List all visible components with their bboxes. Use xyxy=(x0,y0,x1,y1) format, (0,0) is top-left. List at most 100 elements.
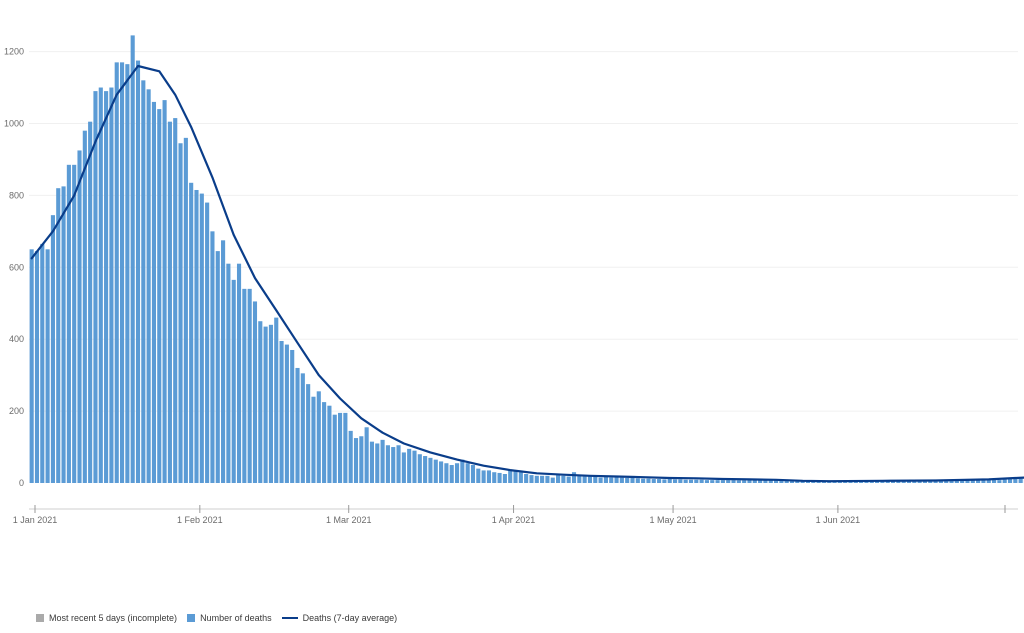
bar-day-27 xyxy=(173,118,178,483)
bar-day-23 xyxy=(151,101,157,484)
legend-item-7-day-average[interactable]: Deaths (7-day average) xyxy=(281,613,397,623)
bar-day-132 xyxy=(731,480,736,483)
bar-day-28 xyxy=(178,143,183,483)
bar-day-166 xyxy=(912,480,917,483)
bar-day-17 xyxy=(119,62,125,483)
bar-day-115 xyxy=(641,478,646,483)
legend-item-number-of-deaths[interactable]: Number of deaths xyxy=(187,613,272,623)
bar-day-75 xyxy=(428,457,433,483)
bar-day-4 xyxy=(50,215,55,483)
bar-day-130 xyxy=(720,480,725,483)
bar-day-163 xyxy=(896,480,901,483)
bar-day-78 xyxy=(444,463,449,483)
bar-day-37 xyxy=(226,263,231,483)
bar-day-91 xyxy=(513,470,518,483)
bar-day-49 xyxy=(290,349,295,483)
bar-day-73 xyxy=(417,454,422,483)
bar-day-181 xyxy=(992,479,997,483)
bar-day-96 xyxy=(540,475,545,483)
bar-day-19 xyxy=(130,35,135,484)
bar-day-114 xyxy=(635,478,640,483)
bar-day-22 xyxy=(146,89,151,484)
bar-day-2 xyxy=(40,243,45,483)
bar-day-66 xyxy=(380,439,385,483)
bar-day-48 xyxy=(284,344,289,483)
bar-day-51 xyxy=(300,373,305,483)
bar-day-10 xyxy=(82,130,87,483)
bar-day-168 xyxy=(922,481,928,483)
y-tick-label-1000: 1000 xyxy=(4,118,24,128)
bar-day-52 xyxy=(306,384,311,483)
bar-day-32 xyxy=(199,193,204,484)
bar-day-89 xyxy=(502,474,507,483)
legend-item-incomplete[interactable]: Most recent 5 days (incomplete) xyxy=(36,613,177,623)
bar-day-125 xyxy=(694,479,699,483)
bar-day-11 xyxy=(88,121,93,483)
bar-day-79 xyxy=(449,465,454,483)
bar-day-45 xyxy=(268,324,273,483)
bar-day-6 xyxy=(61,186,66,483)
bar-day-72 xyxy=(412,450,417,483)
bar-day-68 xyxy=(391,447,396,483)
bar-day-100 xyxy=(561,475,566,483)
bar-day-14 xyxy=(104,91,109,483)
bar-day-90 xyxy=(508,470,513,483)
legend-swatch-incomplete xyxy=(36,614,44,622)
bar-day-15 xyxy=(109,87,114,484)
bar-day-118 xyxy=(657,479,662,483)
bar-day-5 xyxy=(56,188,61,483)
bar-day-123 xyxy=(683,479,688,483)
legend: Most recent 5 days (incomplete) Number o… xyxy=(36,613,397,623)
bar-day-137 xyxy=(758,480,763,483)
bar-day-98 xyxy=(550,477,555,483)
x-tick-label-5: 1 Jun 2021 xyxy=(816,515,861,525)
bar-day-71 xyxy=(407,448,412,483)
bar-day-169 xyxy=(928,481,933,483)
legend-label-incomplete: Most recent 5 days (incomplete) xyxy=(49,613,178,623)
bar-day-55 xyxy=(322,402,327,483)
bar-day-102 xyxy=(571,472,577,483)
bar-day-111 xyxy=(619,477,624,483)
y-axis: 0 200 400 600 800 1000 1200 xyxy=(4,47,24,488)
bar-day-26 xyxy=(167,121,172,483)
x-tick-label-2: 1 Mar 2021 xyxy=(326,515,372,525)
bar-day-63 xyxy=(364,427,369,483)
bar-day-158 xyxy=(869,481,874,483)
bar-day-138 xyxy=(763,480,768,483)
bar-day-60 xyxy=(348,430,353,483)
bar-day-92 xyxy=(518,472,523,483)
bar-day-104 xyxy=(582,476,587,483)
bar-day-178 xyxy=(976,479,981,483)
bar-day-103 xyxy=(577,475,582,483)
bar-day-173 xyxy=(949,480,954,483)
bar-day-106 xyxy=(593,476,598,483)
bar-day-149 xyxy=(821,481,826,483)
bar-day-25 xyxy=(162,100,167,483)
y-tick-label-400: 400 xyxy=(9,334,24,344)
bar-day-110 xyxy=(614,477,619,483)
bar-day-170 xyxy=(933,481,938,483)
bar-day-157 xyxy=(864,481,869,483)
bar-day-119 xyxy=(662,479,667,483)
bar-day-31 xyxy=(194,189,199,483)
bar-day-105 xyxy=(587,475,593,483)
bar-day-43 xyxy=(258,321,263,483)
bar-day-34 xyxy=(210,231,215,483)
bar-day-3 xyxy=(45,249,50,483)
bar-day-144 xyxy=(795,481,800,483)
bar-day-83 xyxy=(470,465,476,483)
bar-day-122 xyxy=(678,479,683,483)
bar-day-139 xyxy=(768,480,773,483)
bar-day-180 xyxy=(986,479,991,483)
bar-day-93 xyxy=(524,474,529,483)
bar-day-161 xyxy=(885,480,890,483)
bar-day-156 xyxy=(859,481,864,483)
bar-day-86 xyxy=(486,470,491,483)
bar-day-177 xyxy=(970,480,975,483)
bar-day-174 xyxy=(954,480,959,483)
bar-day-134 xyxy=(742,480,747,483)
bar-day-74 xyxy=(423,456,428,483)
bar-day-107 xyxy=(598,477,603,483)
bar-day-143 xyxy=(789,481,795,483)
x-tick-label-0: 1 Jan 2021 xyxy=(13,515,58,525)
